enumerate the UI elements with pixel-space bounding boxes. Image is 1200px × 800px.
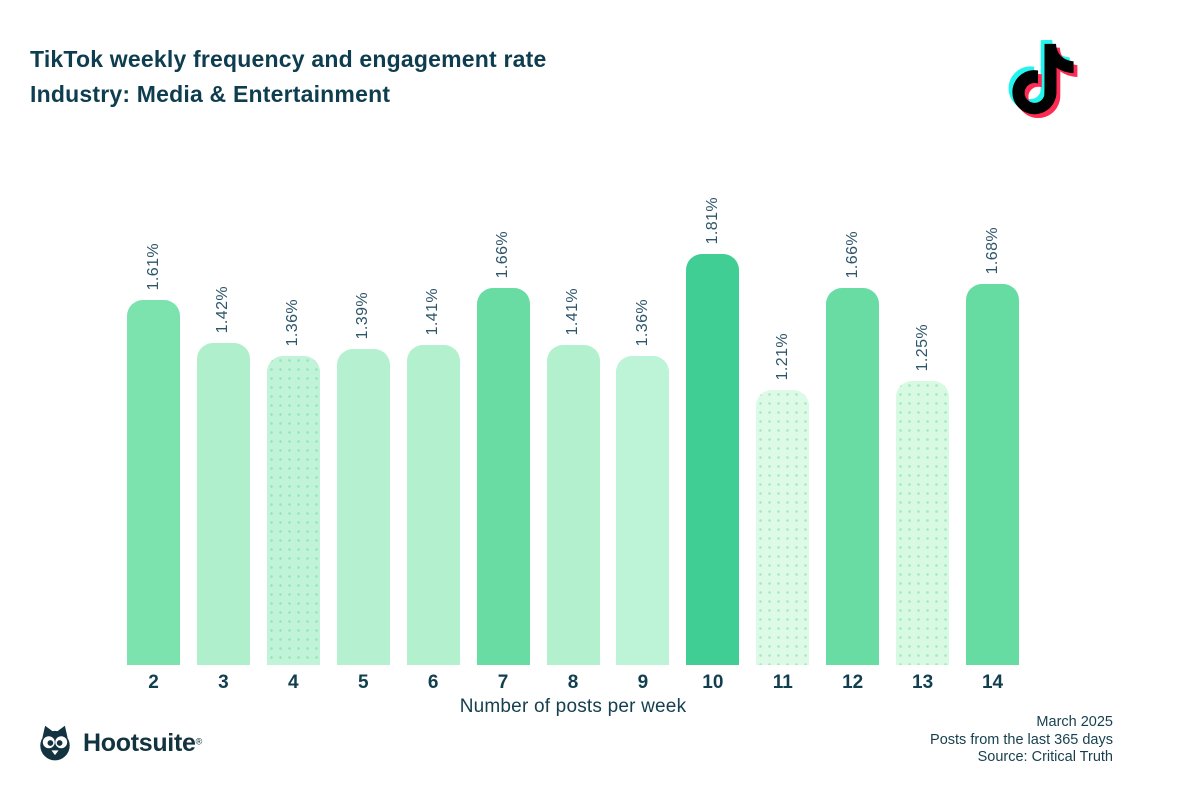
bar-value-label: 1.42% <box>214 285 232 333</box>
owl-beak <box>51 750 59 756</box>
footer-range: Posts from the last 365 days <box>930 731 1113 748</box>
hootsuite-owl-icon <box>40 725 70 761</box>
bar-value-label: 1.41% <box>564 287 582 335</box>
bar-value-label: 1.66% <box>494 230 512 278</box>
bar-week-9 <box>616 356 670 665</box>
bar-column-week-12: 1.66% <box>826 0 880 665</box>
bar-value-label: 1.61% <box>144 242 162 290</box>
x-tick-label-3: 3 <box>218 672 229 693</box>
bar-week-10 <box>686 254 740 665</box>
bar-column-week-3: 1.42% <box>196 0 250 665</box>
footer-source: Source: Critical Truth <box>977 749 1113 765</box>
bar-column-week-5: 1.39% <box>336 0 390 665</box>
bar-column-week-8: 1.41% <box>546 0 600 665</box>
hootsuite-wordmark: Hootsuite <box>83 728 196 757</box>
x-tick-label-13: 13 <box>912 672 934 693</box>
x-tick-label-7: 7 <box>497 672 509 693</box>
x-tick-label-6: 6 <box>427 672 439 693</box>
bar-week-6 <box>406 345 460 665</box>
bar-column-week-14: 1.68% <box>966 0 1020 665</box>
bar-week-8 <box>546 345 600 665</box>
bar-column-week-7: 1.66% <box>476 0 530 665</box>
x-tick-label-9: 9 <box>637 672 649 693</box>
bar-column-week-11: 1.21% <box>756 0 810 665</box>
bar-week-14 <box>966 284 1020 665</box>
bar-week-5 <box>336 349 390 665</box>
bar-column-week-10: 1.81% <box>686 0 740 665</box>
registered-trademark: ® <box>195 736 203 747</box>
x-tick-label-4: 4 <box>288 672 299 693</box>
footer-date: March 2025 <box>1036 714 1113 730</box>
bar-column-week-13: 1.25% <box>896 0 950 665</box>
owl-right-ear <box>57 725 68 738</box>
tiktok-icon <box>1008 40 1078 119</box>
x-tick-label-2: 2 <box>148 672 159 693</box>
owl-right-pupil <box>56 740 63 746</box>
tiktok-icon-black-layer <box>1012 43 1074 115</box>
x-tick-label-5: 5 <box>357 672 369 693</box>
bar-value-label: 1.66% <box>843 230 861 278</box>
x-tick-label-8: 8 <box>567 672 579 693</box>
bar-week-2 <box>127 300 180 665</box>
bar-value-label: 1.36% <box>633 298 651 346</box>
bar-value-label: 1.41% <box>424 287 442 335</box>
x-tick-label-10: 10 <box>702 672 724 693</box>
x-tick-label-14: 14 <box>981 672 1004 693</box>
x-tick-label-11: 11 <box>772 672 793 693</box>
page-subtitle: Industry: Media & Entertainment <box>30 81 391 107</box>
owl-left-ear <box>42 725 53 738</box>
bar-value-label: 1.21% <box>773 332 791 380</box>
bar-column-week-4: 1.36% <box>266 0 320 665</box>
hootsuite-logo: Hootsuite® <box>34 722 202 764</box>
bar-week-12 <box>826 288 880 665</box>
bar-week-11 <box>756 390 810 665</box>
source-note: March 2025 Posts from the last 365 days … <box>930 714 1113 767</box>
x-axis-title: Number of posts per week <box>459 696 687 717</box>
bar-column-week-6: 1.41% <box>406 0 460 665</box>
bar-value-label: 1.81% <box>703 196 721 244</box>
x-tick-label-12: 12 <box>842 672 864 693</box>
bar-column-week-9: 1.36% <box>616 0 670 665</box>
bar-value-label: 1.25% <box>913 323 931 371</box>
header: TikTok weekly frequency and engagement r… <box>30 42 546 112</box>
owl-left-pupil <box>47 740 54 746</box>
bar-week-13 <box>896 381 950 665</box>
bar-value-label: 1.39% <box>354 291 372 339</box>
bar-value-label: 1.68% <box>983 226 1001 274</box>
bar-week-7 <box>476 288 530 665</box>
bar-column-week-2: 1.61% <box>127 0 180 665</box>
bar-value-label: 1.36% <box>284 298 302 346</box>
bar-week-4 <box>266 356 320 665</box>
page-title: TikTok weekly frequency and engagement r… <box>30 46 547 72</box>
bar-week-3 <box>196 343 250 665</box>
